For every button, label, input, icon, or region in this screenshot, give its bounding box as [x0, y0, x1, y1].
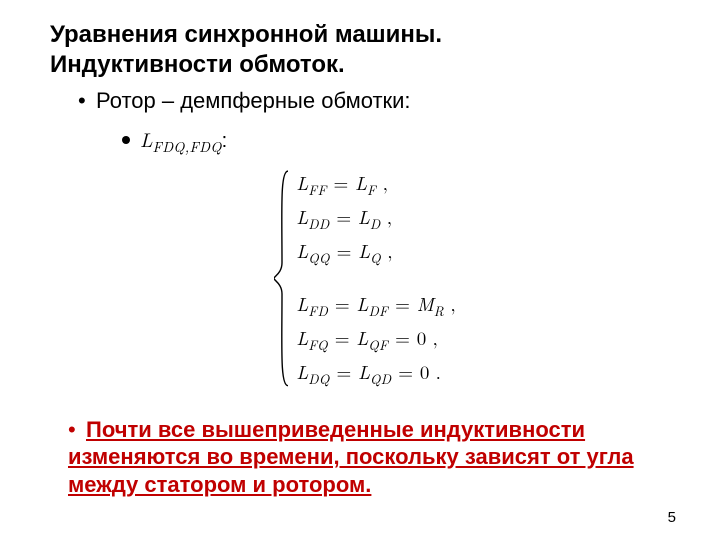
equation-line: LQQ = LQ , — [296, 237, 455, 267]
title-line-1: Уравнения синхронной машины. — [50, 21, 442, 48]
l-fdq-label: LFDQ,FDQ — [140, 124, 222, 153]
equation-line: LFD = LDF = MR , — [296, 290, 455, 320]
l-subscript: FDQ,FDQ — [153, 137, 222, 157]
slide: Уравнения синхронной машины. Индуктивнос… — [0, 0, 720, 540]
equation-gap — [296, 270, 455, 286]
bullet-level-2: LFDQ,FDQ: — [122, 124, 680, 157]
important-note: •Почти все вышеприведенные индуктивности… — [68, 416, 680, 499]
l-colon: : — [222, 130, 228, 152]
brace-wrap: LFF = LF , LDD = LD , LQQ = LQ , LFD = LDF … — [274, 169, 455, 388]
equation-line: LFF = LF , — [296, 169, 455, 199]
note-text: Почти все вышеприведенные индуктивности … — [68, 417, 634, 497]
bullet-dot: • — [78, 88, 96, 114]
bullet-level-1: •Ротор – демпферные обмотки: — [78, 88, 680, 114]
bullet-disc — [122, 136, 130, 144]
bullet-1-text: Ротор – демпферные обмотки: — [96, 88, 411, 113]
left-brace-icon — [274, 169, 292, 388]
equation-block: LFF = LF , LDD = LD , LQQ = LQ , LFD = LDF … — [50, 169, 680, 388]
note-bullet: • — [68, 416, 86, 444]
l-letter: L — [140, 124, 153, 153]
equation-line: LDQ = LQD = 0 . — [296, 358, 455, 388]
equation-line: LDD = LD , — [296, 203, 455, 233]
page-number: 5 — [668, 509, 676, 526]
title-line-2: Индуктивности обмоток. — [50, 51, 345, 78]
equation-lines: LFF = LF , LDD = LD , LQQ = LQ , LFD = LDF … — [296, 169, 455, 388]
equation-line: LFQ = LQF = 0 , — [296, 324, 455, 354]
slide-title: Уравнения синхронной машины. Индуктивнос… — [50, 20, 680, 80]
